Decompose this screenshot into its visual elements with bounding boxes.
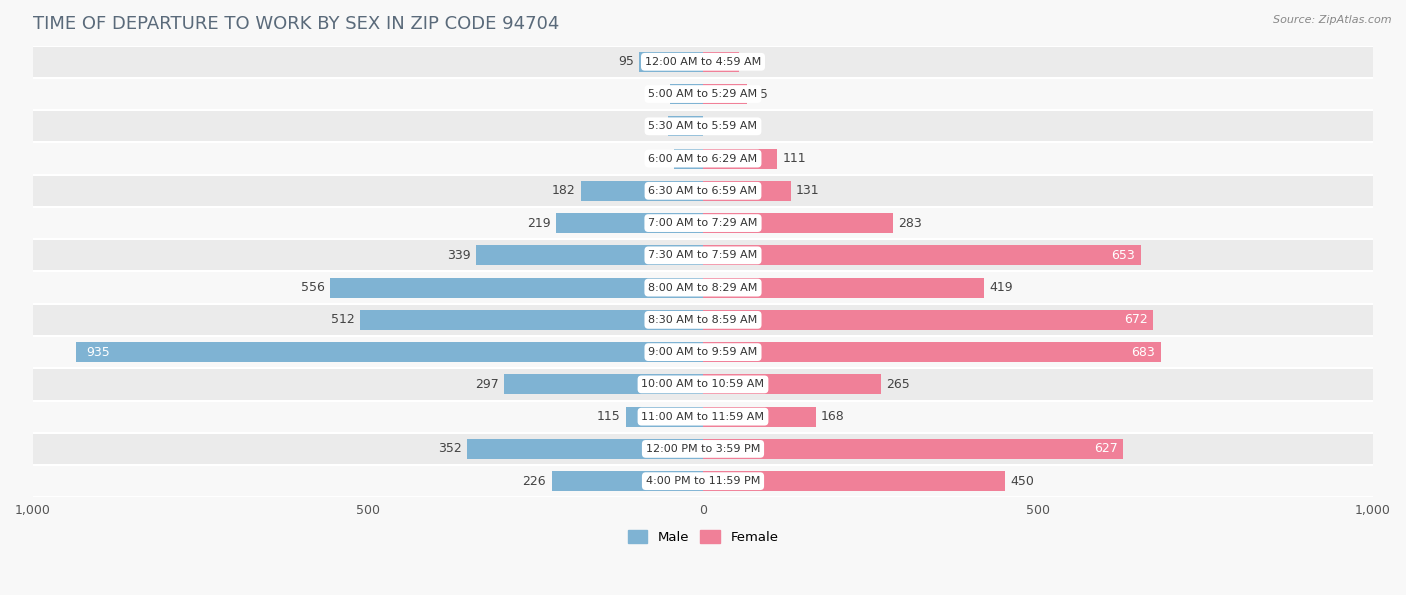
Bar <box>32 271 1374 303</box>
Text: 49: 49 <box>650 87 665 101</box>
Text: 12:00 AM to 4:59 AM: 12:00 AM to 4:59 AM <box>645 57 761 67</box>
Bar <box>76 342 703 362</box>
Text: 283: 283 <box>898 217 922 230</box>
Bar <box>703 84 747 104</box>
Text: 297: 297 <box>475 378 499 391</box>
Text: 6:00 AM to 6:29 AM: 6:00 AM to 6:29 AM <box>648 154 758 164</box>
Bar <box>551 471 703 491</box>
Bar <box>703 342 1160 362</box>
Text: 4:00 PM to 11:59 PM: 4:00 PM to 11:59 PM <box>645 476 761 486</box>
Bar <box>703 406 815 427</box>
Bar <box>32 465 1374 497</box>
Bar <box>32 368 1374 400</box>
Bar <box>32 142 1374 175</box>
Text: 168: 168 <box>821 410 845 423</box>
Bar <box>668 116 703 136</box>
Bar <box>32 78 1374 110</box>
Text: 419: 419 <box>988 281 1012 294</box>
Bar <box>703 52 740 72</box>
Text: 115: 115 <box>596 410 620 423</box>
Text: 0: 0 <box>709 120 717 133</box>
Text: 219: 219 <box>527 217 551 230</box>
Bar <box>330 278 703 298</box>
Text: 450: 450 <box>1010 475 1033 488</box>
Bar <box>703 278 984 298</box>
Bar <box>32 239 1374 271</box>
Bar <box>32 110 1374 142</box>
Text: 54: 54 <box>745 55 761 68</box>
Text: 7:00 AM to 7:29 AM: 7:00 AM to 7:29 AM <box>648 218 758 228</box>
Bar <box>703 245 1140 265</box>
Bar <box>703 439 1123 459</box>
Bar <box>581 181 703 201</box>
Text: 265: 265 <box>886 378 910 391</box>
Text: 182: 182 <box>553 184 575 198</box>
Bar <box>703 471 1004 491</box>
Bar <box>32 303 1374 336</box>
Text: 339: 339 <box>447 249 471 262</box>
Bar <box>32 207 1374 239</box>
Text: 43: 43 <box>652 152 669 165</box>
Bar <box>703 149 778 168</box>
Text: 8:00 AM to 8:29 AM: 8:00 AM to 8:29 AM <box>648 283 758 293</box>
Bar <box>503 374 703 394</box>
Text: 52: 52 <box>647 120 662 133</box>
Text: 111: 111 <box>783 152 807 165</box>
Bar <box>32 400 1374 433</box>
Bar <box>32 175 1374 207</box>
Bar <box>640 52 703 72</box>
Text: 512: 512 <box>330 314 354 327</box>
Bar <box>360 310 703 330</box>
Text: 226: 226 <box>523 475 546 488</box>
Bar <box>703 374 880 394</box>
Text: 7:30 AM to 7:59 AM: 7:30 AM to 7:59 AM <box>648 250 758 261</box>
Bar <box>557 213 703 233</box>
Bar <box>626 406 703 427</box>
Bar <box>467 439 703 459</box>
Bar <box>703 310 1153 330</box>
Text: 8:30 AM to 8:59 AM: 8:30 AM to 8:59 AM <box>648 315 758 325</box>
Text: 10:00 AM to 10:59 AM: 10:00 AM to 10:59 AM <box>641 380 765 389</box>
Text: 683: 683 <box>1132 346 1156 359</box>
Text: 95: 95 <box>619 55 634 68</box>
Text: 352: 352 <box>439 443 461 455</box>
Text: TIME OF DEPARTURE TO WORK BY SEX IN ZIP CODE 94704: TIME OF DEPARTURE TO WORK BY SEX IN ZIP … <box>32 15 560 33</box>
Bar <box>671 84 703 104</box>
Bar <box>32 433 1374 465</box>
Text: 11:00 AM to 11:59 AM: 11:00 AM to 11:59 AM <box>641 412 765 422</box>
Text: 6:30 AM to 6:59 AM: 6:30 AM to 6:59 AM <box>648 186 758 196</box>
Text: 131: 131 <box>796 184 820 198</box>
Bar <box>703 181 790 201</box>
Bar <box>32 336 1374 368</box>
Text: 556: 556 <box>301 281 325 294</box>
Text: 5:30 AM to 5:59 AM: 5:30 AM to 5:59 AM <box>648 121 758 131</box>
Text: Source: ZipAtlas.com: Source: ZipAtlas.com <box>1274 15 1392 25</box>
Bar <box>475 245 703 265</box>
Bar <box>32 46 1374 78</box>
Text: 9:00 AM to 9:59 AM: 9:00 AM to 9:59 AM <box>648 347 758 357</box>
Text: 672: 672 <box>1125 314 1147 327</box>
Text: 653: 653 <box>1111 249 1135 262</box>
Legend: Male, Female: Male, Female <box>623 525 783 549</box>
Bar <box>675 149 703 168</box>
Text: 627: 627 <box>1094 443 1118 455</box>
Text: 5:00 AM to 5:29 AM: 5:00 AM to 5:29 AM <box>648 89 758 99</box>
Bar <box>703 213 893 233</box>
Text: 65: 65 <box>752 87 768 101</box>
Text: 935: 935 <box>87 346 110 359</box>
Text: 12:00 PM to 3:59 PM: 12:00 PM to 3:59 PM <box>645 444 761 454</box>
